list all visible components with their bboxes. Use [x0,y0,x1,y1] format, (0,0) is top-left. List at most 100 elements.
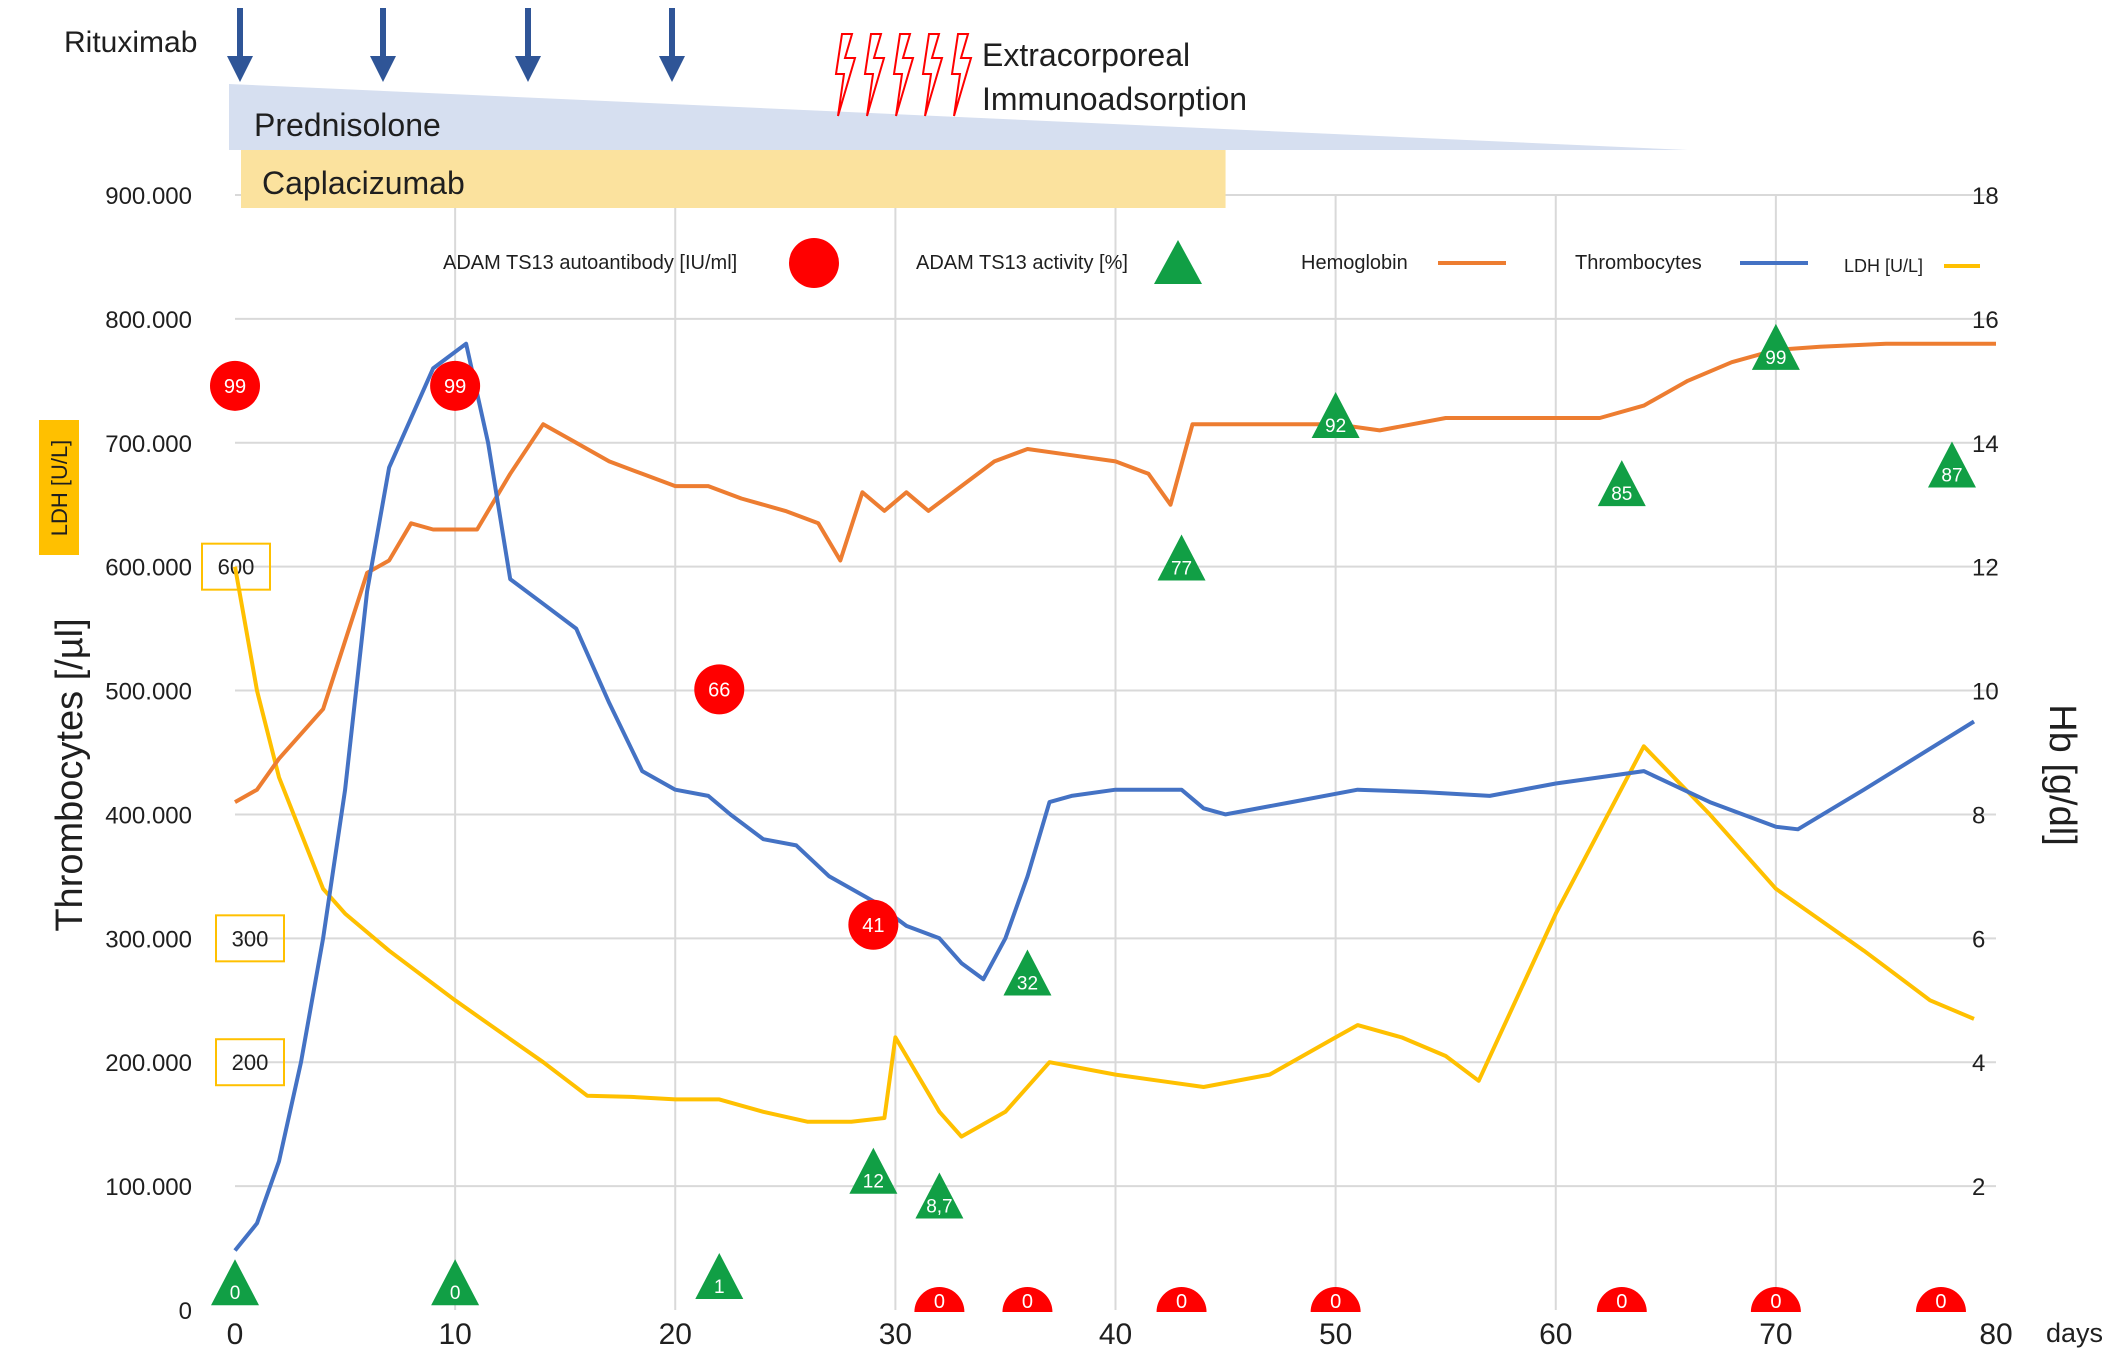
x-tick-label: 30 [879,1318,912,1351]
activity-marker [1597,460,1646,507]
right-tick-label: 4 [1972,1050,1985,1077]
rituximab-arrow-icon [515,8,541,82]
activity-marker [1157,534,1206,581]
right-tick-label: 18 [1972,183,1999,210]
x-axis-ticks: 0 10 20 30 40 50 60 70 80 [227,1318,2013,1351]
x-tick-label: 70 [1759,1318,1792,1351]
autoantibody-markers: 99 99 66 41 0 0 0 0 0 0 0 [210,360,1966,1313]
activity-marker [1311,392,1360,438]
x-axis-unit: days [2046,1318,2103,1348]
arrow-head [227,56,253,82]
right-axis-title: Hb [g/dl] [2041,704,2083,846]
autoantibody-marker [1750,1287,1801,1312]
activity-marker [695,1253,744,1300]
legend-thrombocytes-label: Thrombocytes [1575,252,1702,274]
autoantibody-value: 0 [1022,1291,1033,1313]
left-axis-ticks: 0 100.000 200.000 300.000 400.000 500.000 600.… [105,183,192,1325]
autoantibody-marker [848,899,899,950]
autoantibody-marker [1915,1287,1966,1312]
vertical-gridlines [454,195,1777,1310]
rituximab-arrows [227,8,685,82]
autoantibody-marker [210,360,260,411]
rituximab-arrow-icon [227,8,253,82]
lightning-icon [892,33,915,117]
x-tick-label: 10 [438,1318,471,1351]
autoantibody-marker [1002,1287,1053,1312]
caplacizumab-band [241,150,1226,208]
right-tick-label: 2 [1972,1174,1985,1201]
activity-value: 8,7 [926,1197,952,1218]
caplacizumab-label: Caplacizumab [262,165,465,201]
activity-value: 87 [1941,466,1962,487]
autoantibody-value: 0 [1770,1291,1781,1313]
thrombocytes-line [233,341,1976,1252]
x-tick-label: 20 [659,1318,692,1351]
activity-marker [1003,949,1052,996]
x-tick-label: 50 [1319,1318,1352,1351]
legend-activity-marker [1154,240,1202,284]
right-tick-label: 10 [1972,679,1999,706]
legend: ADAM TS13 autoantibody [IU/ml] ADAM TS13 … [443,238,1980,288]
activity-marker [1927,441,1976,488]
left-tick-label: 900.000 [105,183,192,210]
left-tick-label: 500.000 [105,679,192,706]
hemoglobin-line [234,341,1996,804]
legend-autoantibody-label: ADAM TS13 autoantibody [IU/ml] [443,252,737,274]
left-tick-label: 600.000 [105,555,192,582]
autoantibody-value: 0 [1616,1291,1627,1313]
lightning-icon [950,33,973,117]
activity-value: 1 [714,1277,725,1298]
activity-value: 92 [1325,416,1346,437]
right-tick-label: 14 [1972,431,1999,458]
activity-marker [915,1172,964,1219]
activity-markers: 0 0 1 12 8,7 32 77 92 85 99 87 [211,323,1976,1306]
prednisolone-band [229,84,1688,150]
prednisolone-label: Prednisolone [254,107,441,143]
immunoadsorption-label-line1: Extracorporeal [982,37,1190,73]
immunoadsorption-label-line2: Immunoadsorption [982,81,1247,117]
autoantibody-value: 0 [1330,1291,1341,1313]
x-tick-label: 40 [1099,1318,1132,1351]
right-tick-label: 12 [1972,555,1999,582]
right-tick-label: 16 [1972,307,1999,334]
arrow-head [659,56,685,82]
ldh-scale-box [215,1038,285,1087]
left-axis-title: Thrombocytes [/µl] [49,618,91,931]
ldh-axis-label-box [39,420,79,555]
left-tick-label: 0 [179,1298,192,1325]
autoantibody-marker [1310,1287,1361,1312]
ldh-scale-label: 300 [232,926,269,951]
activity-value: 77 [1171,558,1192,579]
activity-marker [849,1147,898,1194]
ldh-scale-label: 200 [232,1050,269,1075]
activity-marker [211,1259,259,1306]
ldh-axis-title: LDH [U/L] [47,440,72,537]
left-tick-label: 800.000 [105,307,192,334]
activity-value: 99 [1765,348,1786,369]
autoantibody-marker [1156,1287,1207,1312]
autoantibody-value: 41 [862,915,884,937]
ldh-u-l-line [233,566,1975,1139]
autoantibody-value: 99 [444,376,466,398]
x-tick-label: 80 [1979,1318,2012,1351]
left-tick-label: 200.000 [105,1050,192,1077]
lightning-icon [921,33,944,117]
autoantibody-marker [694,664,745,715]
right-tick-label: 8 [1972,802,1985,829]
activity-value: 0 [450,1283,461,1304]
lightning-icon [834,33,857,117]
ldh-scale-box [201,542,271,591]
autoantibody-value: 99 [224,376,246,398]
autoantibody-value: 0 [1935,1291,1946,1313]
left-tick-label: 400.000 [105,802,192,829]
rituximab-arrow-icon [370,8,396,82]
arrow-head [515,56,541,82]
autoantibody-value: 66 [708,679,730,701]
activity-value: 12 [863,1172,884,1193]
right-tick-label: 6 [1972,926,1985,953]
immunoadsorption-lightning-icons [834,33,973,117]
legend-autoantibody-marker [789,238,839,288]
legend-ldh-label: LDH [U/L] [1844,256,1923,276]
legend-activity-label: ADAM TS13 activity [%] [916,252,1128,274]
